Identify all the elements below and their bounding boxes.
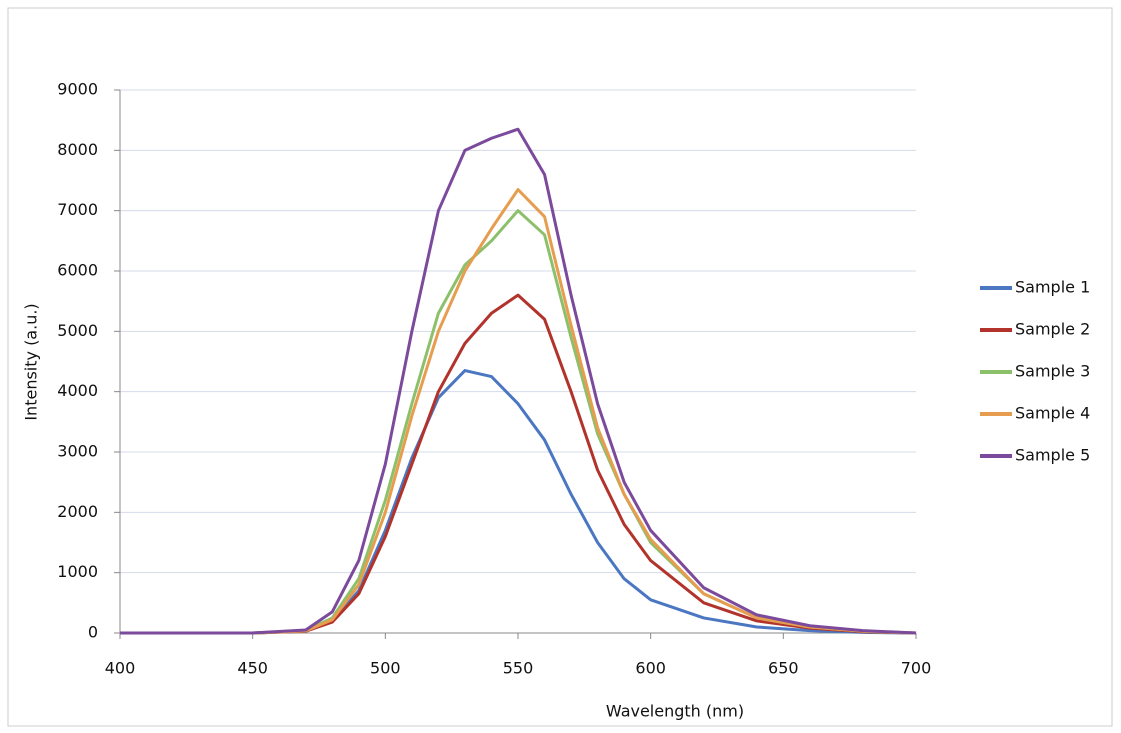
y-tick-label: 3000: [57, 442, 98, 461]
y-tick-label: 0: [88, 623, 98, 642]
y-tick-label: 1000: [57, 562, 98, 581]
x-tick-label: 400: [105, 659, 136, 678]
y-tick-label: 7000: [57, 200, 98, 219]
x-tick-label: 650: [768, 659, 799, 678]
y-tick-label: 9000: [57, 80, 98, 99]
y-tick-label: 6000: [57, 261, 98, 280]
x-tick-label: 500: [370, 659, 401, 678]
y-tick-label: 2000: [57, 502, 98, 521]
y-axis-label: Intensity (a.u.): [22, 303, 41, 420]
chart-frame: [8, 8, 1112, 726]
x-tick-label: 600: [635, 659, 666, 678]
legend-label: Sample 2: [1015, 320, 1090, 339]
legend-label: Sample 5: [1015, 446, 1090, 465]
page: {"chart_data": {"type": "line", "x_label…: [0, 0, 1121, 733]
chart: Wavelength (nm) Intensity (a.u.) 0 1000 20…: [0, 0, 1121, 733]
legend-label: Sample 1: [1015, 278, 1090, 297]
x-tick-label: 550: [503, 659, 534, 678]
y-tick-label: 8000: [57, 140, 98, 159]
y-tick-label: 4000: [57, 381, 98, 400]
legend-label: Sample 3: [1015, 362, 1090, 381]
x-tick-label: 450: [237, 659, 268, 678]
y-tick-label: 5000: [57, 321, 98, 340]
legend-label: Sample 4: [1015, 404, 1090, 423]
x-axis-label: Wavelength (nm): [606, 702, 744, 721]
x-tick-label: 700: [901, 659, 932, 678]
